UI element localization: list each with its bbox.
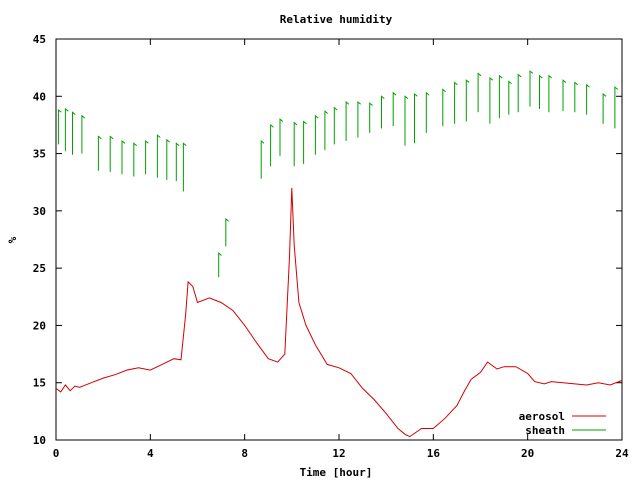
sheath-segment bbox=[562, 79, 567, 112]
y-tick-label: 15 bbox=[33, 377, 46, 390]
sheath-segment bbox=[64, 107, 69, 152]
sheath-segment bbox=[333, 106, 338, 145]
sheath-segment bbox=[324, 110, 329, 151]
aerosol-line bbox=[55, 187, 623, 438]
sheath-segment bbox=[489, 76, 494, 124]
sheath-segment bbox=[57, 108, 62, 145]
sheath-segment bbox=[109, 135, 114, 172]
sheath-segment bbox=[121, 139, 126, 175]
y-tick-label: 45 bbox=[33, 33, 46, 46]
legend: aerosol sheath bbox=[519, 410, 606, 437]
sheath-segment bbox=[539, 74, 543, 109]
sheath-segment bbox=[602, 92, 607, 124]
sheath-segment bbox=[477, 72, 482, 113]
sheath-segment bbox=[404, 95, 409, 146]
tick-marks bbox=[55, 38, 623, 441]
sheath-segment bbox=[414, 92, 418, 144]
legend-label-sheath: sheath bbox=[525, 424, 565, 437]
legend-label-aerosol: aerosol bbox=[519, 410, 565, 423]
sheath-segment bbox=[133, 142, 138, 177]
sheath-segment bbox=[81, 114, 86, 154]
x-tick-label: 20 bbox=[521, 447, 534, 460]
sheath-segment bbox=[279, 118, 284, 156]
x-tick-label: 24 bbox=[615, 447, 629, 460]
sheath-segment bbox=[345, 100, 350, 141]
sheath-segment bbox=[517, 73, 522, 113]
x-axis-label: Time [hour] bbox=[300, 466, 373, 479]
y-axis-label: % bbox=[6, 236, 19, 243]
sheath-segment bbox=[314, 114, 319, 155]
sheath-segment bbox=[392, 91, 397, 127]
sheath-segment bbox=[97, 135, 102, 171]
x-tick-label: 4 bbox=[147, 447, 154, 460]
x-tick-label: 0 bbox=[53, 447, 60, 460]
sheath-segment bbox=[72, 111, 76, 155]
y-tick-label: 20 bbox=[33, 319, 46, 332]
sheath-segment bbox=[548, 74, 553, 113]
sheath-segment bbox=[225, 217, 229, 247]
sheath-segment bbox=[529, 70, 534, 107]
sheath-segment bbox=[182, 142, 187, 192]
sheath-segment bbox=[425, 91, 430, 133]
x-tick-label: 12 bbox=[332, 447, 345, 460]
sheath-segment bbox=[574, 81, 579, 113]
y-tick-label: 10 bbox=[33, 434, 46, 447]
y-tick-label: 25 bbox=[33, 262, 46, 275]
sheath-segment bbox=[260, 139, 265, 179]
sheath-segment bbox=[454, 81, 458, 124]
sheath-segment bbox=[498, 74, 503, 119]
sheath-segment bbox=[166, 138, 171, 180]
series-layer bbox=[55, 70, 623, 438]
sheath-segment bbox=[293, 121, 298, 167]
sheath-segment bbox=[357, 100, 362, 138]
x-tick-label: 8 bbox=[241, 447, 248, 460]
sheath-segment bbox=[586, 83, 590, 115]
sheath-segment bbox=[156, 134, 161, 178]
sheath-segment bbox=[508, 80, 512, 115]
sheath-segment bbox=[303, 120, 307, 164]
y-tick-label: 30 bbox=[33, 205, 46, 218]
sheath-segment bbox=[442, 88, 446, 127]
y-tick-label: 40 bbox=[33, 90, 46, 103]
y-tick-label: 35 bbox=[33, 148, 46, 161]
chart-title: Relative humidity bbox=[280, 13, 393, 26]
sheath-segment bbox=[175, 142, 180, 182]
sheath-segment bbox=[218, 252, 222, 278]
sheath-segment bbox=[465, 79, 470, 122]
sheath-segment bbox=[270, 123, 274, 167]
x-tick-label: 16 bbox=[427, 447, 441, 460]
sheath-segment bbox=[381, 95, 385, 129]
plot-frame bbox=[55, 38, 623, 441]
sheath-segment bbox=[614, 86, 619, 129]
sheath-segment bbox=[145, 139, 149, 175]
sheath-segment bbox=[369, 102, 373, 133]
